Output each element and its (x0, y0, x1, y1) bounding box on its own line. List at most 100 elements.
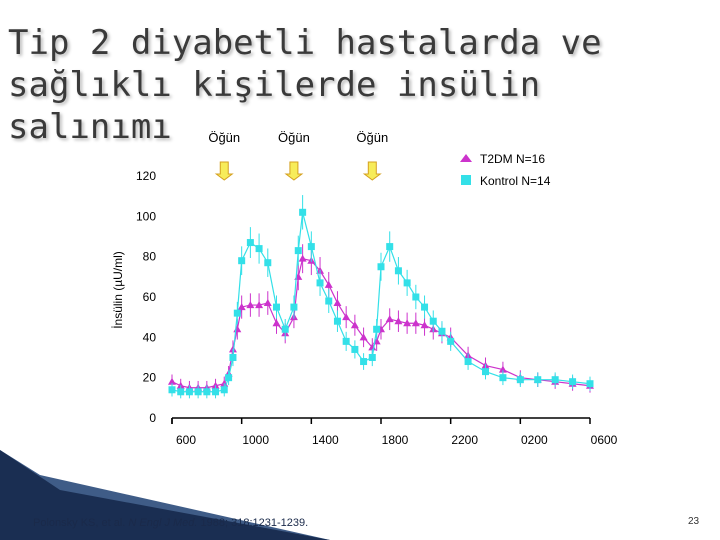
t2dm-point (294, 272, 303, 280)
kontrol-point (482, 368, 489, 376)
x-tick-label: 1800 (382, 433, 409, 447)
x-tick-label: 600 (176, 433, 196, 447)
meal-label: Öğün (208, 130, 240, 145)
meal-arrow-icon (284, 161, 304, 181)
y-axis-label: İnsülin (µU/ml) (111, 251, 125, 329)
kontrol-point (447, 337, 455, 345)
x-tick-label: 1400 (312, 433, 339, 447)
t2dm-point (298, 254, 307, 262)
kontrol-point (569, 378, 577, 386)
t2dm-point (385, 315, 394, 323)
legend-kontrol-icon (461, 175, 471, 185)
kontrol-point (233, 309, 241, 317)
kontrol-point (551, 376, 559, 384)
t2dm-point (272, 319, 281, 327)
kontrol-point (516, 376, 524, 384)
kontrol-point (229, 354, 237, 361)
slide-title: Tip 2 diyabetli hastalarda ve sağlıklı k… (8, 22, 708, 148)
kontrol-point (316, 279, 324, 287)
kontrol-point (377, 263, 385, 271)
kontrol-point (212, 388, 220, 396)
t2dm-point (168, 377, 176, 385)
x-tick-label: 0600 (591, 433, 618, 447)
citation-authors: Polonsky KS, et al. (33, 517, 129, 529)
kontrol-point (203, 388, 211, 396)
kontrol-point (412, 293, 420, 301)
t2dm-point (246, 301, 255, 309)
kontrol-point (281, 325, 289, 333)
kontrol-point (368, 354, 376, 361)
t2dm-point (342, 313, 351, 321)
citation-journal: N Engl J Med. (128, 517, 198, 529)
slide-number: 23 (688, 516, 700, 527)
kontrol-point (225, 374, 233, 382)
kontrol-point (499, 374, 507, 382)
t2dm-point (350, 321, 359, 329)
meal-arrow-icon (214, 161, 234, 181)
kontrol-point (342, 337, 350, 345)
t2dm-point (237, 303, 246, 311)
y-tick-label: 20 (143, 371, 157, 385)
kontrol-point (220, 386, 228, 394)
y-tick-label: 120 (136, 169, 156, 183)
kontrol-point (586, 380, 594, 388)
t2dm-point (359, 333, 368, 341)
title-line-2: sağlıklı kişilerde insülin salınımı (8, 65, 541, 147)
kontrol-point (177, 388, 185, 396)
meal-label: Öğün (278, 130, 310, 145)
legend-kontrol-label: Kontrol N=14 (480, 174, 551, 188)
legend-t2dm-label: T2DM N=16 (480, 152, 545, 166)
kontrol-point (421, 303, 429, 311)
kontrol-point (464, 358, 472, 366)
kontrol-point (429, 317, 437, 325)
citation: Polonsky KS, et al. N Engl J Med. 1988; … (33, 517, 308, 529)
y-tick-label: 60 (143, 290, 157, 304)
kontrol-point (246, 239, 254, 247)
y-tick-label: 40 (143, 330, 157, 344)
kontrol-point (238, 257, 246, 265)
t2dm-point (403, 319, 412, 327)
t2dm-point (498, 365, 507, 373)
t2dm-point (333, 299, 342, 307)
kontrol-point (394, 267, 402, 275)
kontrol-point (333, 317, 341, 325)
x-tick-label: 2200 (451, 433, 478, 447)
meal-label: Öğün (356, 130, 388, 145)
kontrol-point (534, 376, 542, 384)
kontrol-point (325, 297, 333, 305)
x-tick-label: 0200 (521, 433, 548, 447)
t2dm-point (368, 343, 377, 351)
kontrol-point (273, 303, 280, 311)
title-line-1: Tip 2 diyabetli hastalarda ve (8, 23, 602, 63)
y-tick-label: 0 (149, 411, 156, 425)
kontrol-line (171, 212, 591, 393)
meal-arrow-icon (362, 161, 382, 181)
kontrol-point (403, 279, 411, 287)
kontrol-point (185, 388, 193, 396)
t2dm-point (263, 299, 272, 307)
kontrol-point (194, 388, 202, 396)
kontrol-point (290, 303, 298, 311)
t2dm-point (394, 317, 403, 325)
kontrol-point (255, 245, 263, 253)
kontrol-point (386, 243, 394, 251)
y-tick-label: 80 (143, 250, 157, 264)
kontrol-point (168, 386, 176, 394)
kontrol-point (351, 345, 359, 353)
t2dm-point (324, 280, 333, 288)
t2dm-point (420, 321, 429, 329)
x-tick-label: 1000 (242, 433, 269, 447)
y-tick-label: 100 (136, 209, 156, 223)
kontrol-point (264, 259, 272, 267)
t2dm-point (411, 319, 420, 327)
kontrol-point (360, 358, 368, 366)
kontrol-point (294, 247, 302, 255)
t2dm-point (233, 325, 242, 333)
kontrol-point (373, 325, 381, 333)
legend-t2dm-icon (460, 154, 472, 162)
t2dm-point (255, 301, 264, 309)
kontrol-point (299, 208, 307, 216)
citation-rest: 1988; 318:1231-1239. (197, 517, 309, 529)
corner-decoration (0, 450, 330, 540)
